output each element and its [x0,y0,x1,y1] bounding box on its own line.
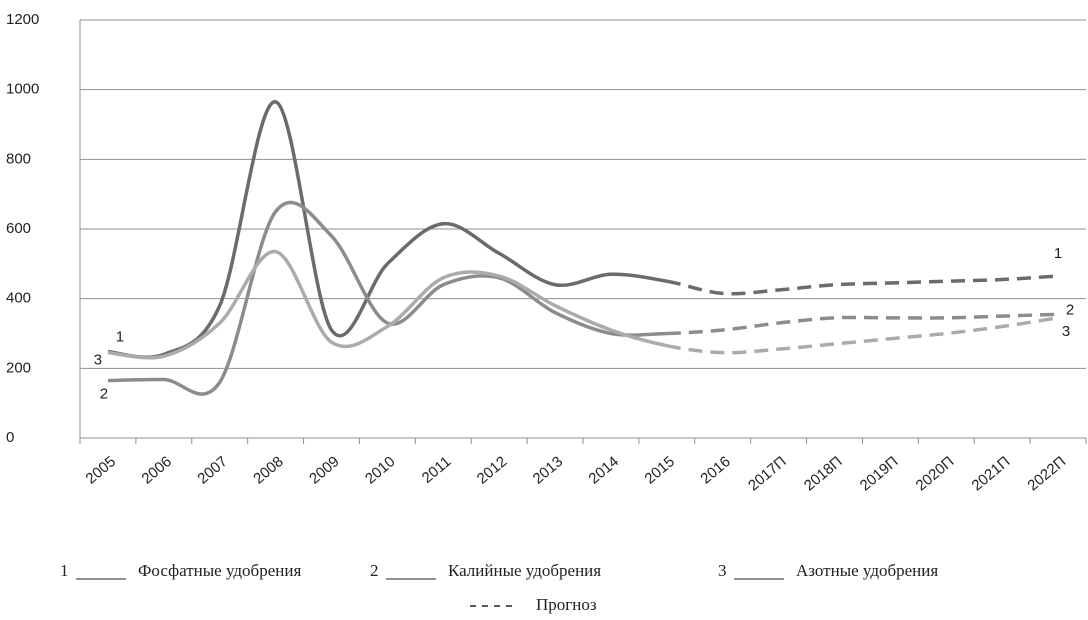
x-tick-label: 2017П [745,453,790,494]
line-label: 2 [1066,301,1074,318]
y-tick-label: 600 [6,220,31,237]
x-tick-label: 2011 [419,453,455,487]
y-tick-label: 400 [6,290,31,307]
x-tick-label: 2006 [138,453,174,487]
legend-number: 1 [60,561,69,580]
x-tick-label: 2016 [697,453,733,487]
y-tick-label: 1200 [6,11,39,28]
series-line [107,249,668,360]
y-tick-label: 800 [6,150,31,167]
forecast-line [666,316,1059,355]
legend-number: 2 [370,561,379,580]
line-label: 2 [100,385,108,402]
series-line [107,200,667,396]
y-tick-label: 200 [6,359,31,376]
line-label: 1 [1054,245,1062,262]
legend-label: Фосфатные удобрения [138,561,301,580]
x-tick-label: 2021П [969,453,1014,494]
line-label: 3 [94,352,102,369]
x-tick-label: 2015 [641,453,677,487]
forecast-line [666,312,1059,336]
x-tick-label: 2013 [530,453,566,487]
legend-forecast-label: Прогноз [536,595,597,614]
x-tick-label: 2012 [474,453,510,487]
line-label: 3 [1062,323,1070,340]
legend-label: Азотные удобрения [796,561,938,580]
line-label: 1 [116,329,124,346]
x-tick-label: 2007 [194,453,230,487]
legend-number: 3 [718,561,727,580]
legend-label: Калийные удобрения [448,561,601,580]
x-tick-label: 2020П [913,453,958,494]
series-line [107,100,668,360]
x-tick-label: 2022П [1024,453,1069,494]
x-tick-label: 2005 [83,453,119,487]
x-tick-label: 2010 [362,453,398,487]
x-tick-label: 2018П [801,453,846,494]
x-tick-label: 2019П [857,453,902,494]
x-tick-label: 2014 [586,453,622,487]
x-tick-label: 2008 [250,453,286,487]
x-tick-label: 2009 [306,453,342,487]
y-tick-label: 0 [6,429,14,446]
y-tick-label: 1000 [6,81,39,98]
forecast-line [666,274,1059,296]
